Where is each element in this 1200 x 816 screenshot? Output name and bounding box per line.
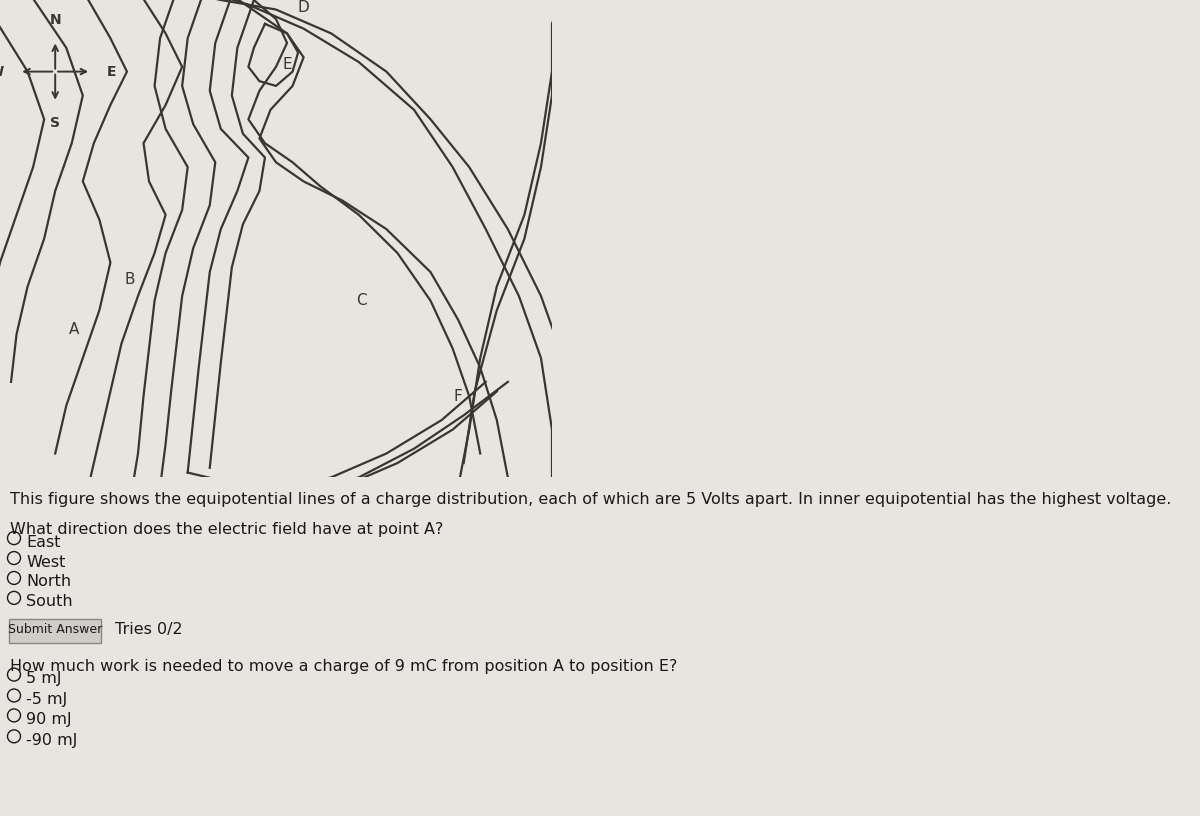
Text: E: E (282, 57, 292, 72)
Text: 90 mJ: 90 mJ (26, 712, 72, 727)
Text: What direction does the electric field have at point A?: What direction does the electric field h… (10, 522, 443, 537)
Text: How much work is needed to move a charge of 9 mC from position A to position E?: How much work is needed to move a charge… (10, 659, 677, 674)
Text: This figure shows the equipotential lines of a charge distribution, each of whic: This figure shows the equipotential line… (10, 492, 1171, 508)
Text: 5 mJ: 5 mJ (26, 671, 61, 686)
Text: East: East (26, 534, 60, 550)
Text: Submit Answer: Submit Answer (8, 623, 102, 636)
Text: South: South (26, 594, 73, 610)
Text: -90 mJ: -90 mJ (26, 733, 77, 747)
Text: Tries 0/2: Tries 0/2 (115, 623, 182, 637)
FancyBboxPatch shape (10, 619, 101, 643)
Text: D: D (298, 0, 310, 15)
Text: W: W (0, 64, 4, 78)
Text: North: North (26, 574, 71, 589)
Text: -5 mJ: -5 mJ (26, 692, 67, 707)
Text: West: West (26, 555, 65, 570)
Text: F: F (454, 388, 462, 404)
Text: N: N (49, 13, 61, 27)
Text: S: S (50, 116, 60, 130)
Text: E: E (107, 64, 116, 78)
Text: C: C (356, 293, 367, 308)
Text: B: B (125, 272, 134, 286)
Text: A: A (70, 322, 79, 337)
